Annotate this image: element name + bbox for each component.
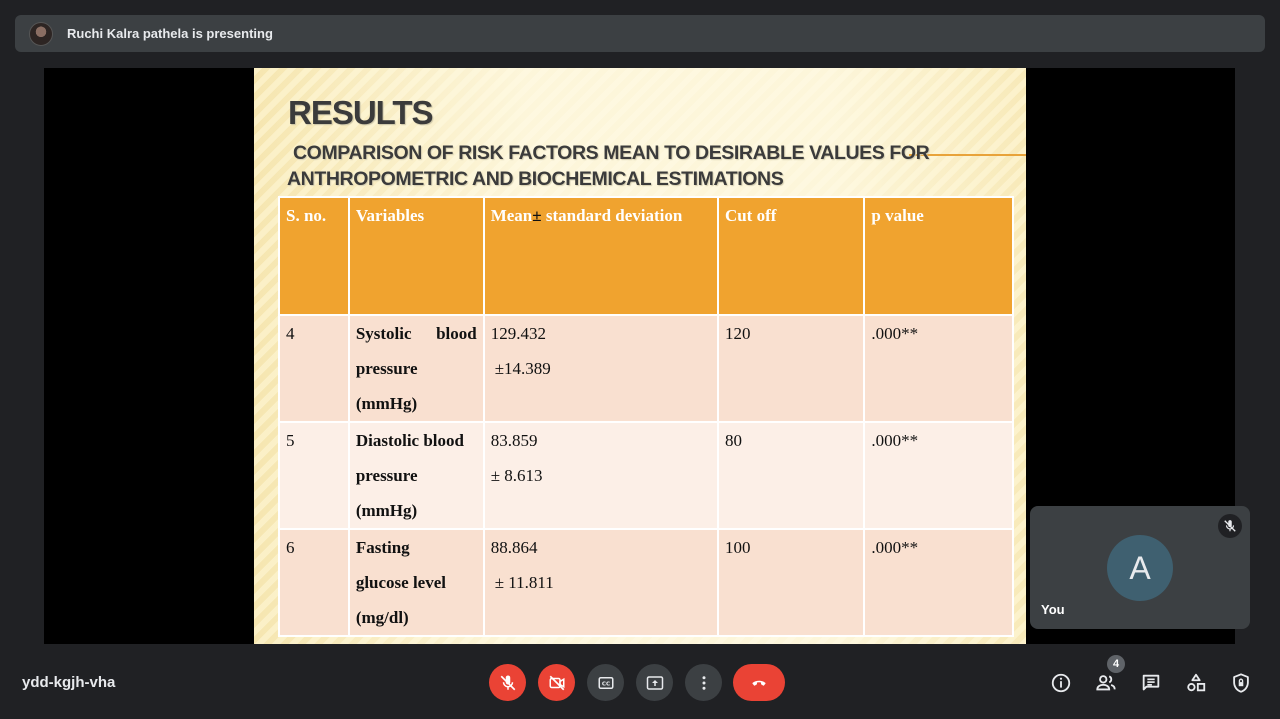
shared-slide: RESULTS COMPARISON OF RISK FACTORS MEAN … [254, 68, 1026, 644]
cell-pvalue: .000** [863, 528, 1014, 637]
chat-icon [1142, 674, 1160, 691]
cell-cutoff: 120 [716, 314, 866, 423]
slide-title: RESULTS [288, 94, 434, 131]
mic-off-icon [500, 675, 515, 690]
svg-text:CC: CC [601, 681, 609, 687]
participant-count-badge: 4 [1107, 655, 1125, 673]
cell-mean-sd: 129.432 ±14.389 [482, 314, 719, 423]
end-call-icon [752, 680, 766, 686]
cell-variable: Systolic blood pressure (mmHg) [347, 314, 485, 423]
header-sno: S. no. [278, 196, 350, 316]
present-now-button[interactable] [636, 664, 673, 701]
table-header-row: S. no. Variables Mean± standard deviatio… [278, 196, 1014, 316]
self-video-tile[interactable]: A You [1030, 506, 1250, 629]
table-row: 6 Fasting glucose level (mg/dl) 88.864 ±… [278, 528, 1014, 637]
presenting-banner: Ruchi Kalra pathela is presenting [15, 15, 1265, 52]
cell-cutoff: 100 [716, 528, 866, 637]
camera-toggle-button[interactable] [538, 664, 575, 701]
self-avatar: A [1107, 535, 1173, 601]
captions-icon: CC [598, 676, 613, 689]
self-name-label: You [1041, 602, 1065, 617]
slide-subtitle: COMPARISON OF RISK FACTORS MEAN TO DESIR… [287, 142, 930, 190]
cell-mean-sd: 83.859 ± 8.613 [482, 421, 719, 530]
results-table: S. no. Variables Mean± standard deviatio… [278, 196, 1014, 637]
present-icon [646, 675, 663, 690]
people-button[interactable] [1094, 671, 1118, 695]
activities-icon [1187, 673, 1206, 692]
people-icon [1096, 675, 1116, 691]
more-options-button[interactable] [685, 664, 722, 701]
mic-off-icon [1218, 514, 1242, 538]
activities-button[interactable] [1184, 671, 1208, 695]
leave-call-button[interactable] [733, 664, 785, 701]
presenter-label: Ruchi Kalra pathela is presenting [67, 26, 273, 41]
mic-toggle-button[interactable] [489, 664, 526, 701]
captions-button[interactable]: CC [587, 664, 624, 701]
cell-pvalue: .000** [863, 421, 1014, 530]
meeting-info-button[interactable] [1049, 671, 1073, 695]
table-row: 5 Diastolic blood pressure (mmHg) 83.859… [278, 421, 1014, 530]
host-controls-icon [1233, 673, 1249, 693]
cell-variable: Fasting glucose level (mg/dl) [347, 528, 485, 637]
table-row: 4 Systolic blood pressure (mmHg) 129.432 … [278, 314, 1014, 423]
cell-sno: 5 [278, 421, 350, 530]
meeting-code: ydd-kgjh-vha [22, 674, 116, 691]
header-cutoff: Cut off [716, 196, 866, 316]
chat-button[interactable] [1139, 671, 1163, 695]
cell-pvalue: .000** [863, 314, 1014, 423]
cell-cutoff: 80 [716, 421, 866, 530]
slide-accent-line [909, 154, 1026, 156]
presenter-avatar [29, 21, 53, 46]
more-icon [702, 675, 705, 690]
control-bar: ydd-kgjh-vha CC 4 [0, 644, 1280, 719]
cell-mean-sd: 88.864 ± 11.811 [482, 528, 719, 637]
header-mean-sd: Mean± standard deviation [482, 196, 719, 316]
host-controls-button[interactable] [1229, 671, 1253, 695]
camera-off-icon [549, 675, 564, 690]
header-variables: Variables [347, 196, 485, 316]
header-pvalue: p value [863, 196, 1014, 316]
cell-variable: Diastolic blood pressure (mmHg) [347, 421, 485, 530]
info-icon [1051, 673, 1071, 693]
cell-sno: 6 [278, 528, 350, 637]
cell-sno: 4 [278, 314, 350, 423]
